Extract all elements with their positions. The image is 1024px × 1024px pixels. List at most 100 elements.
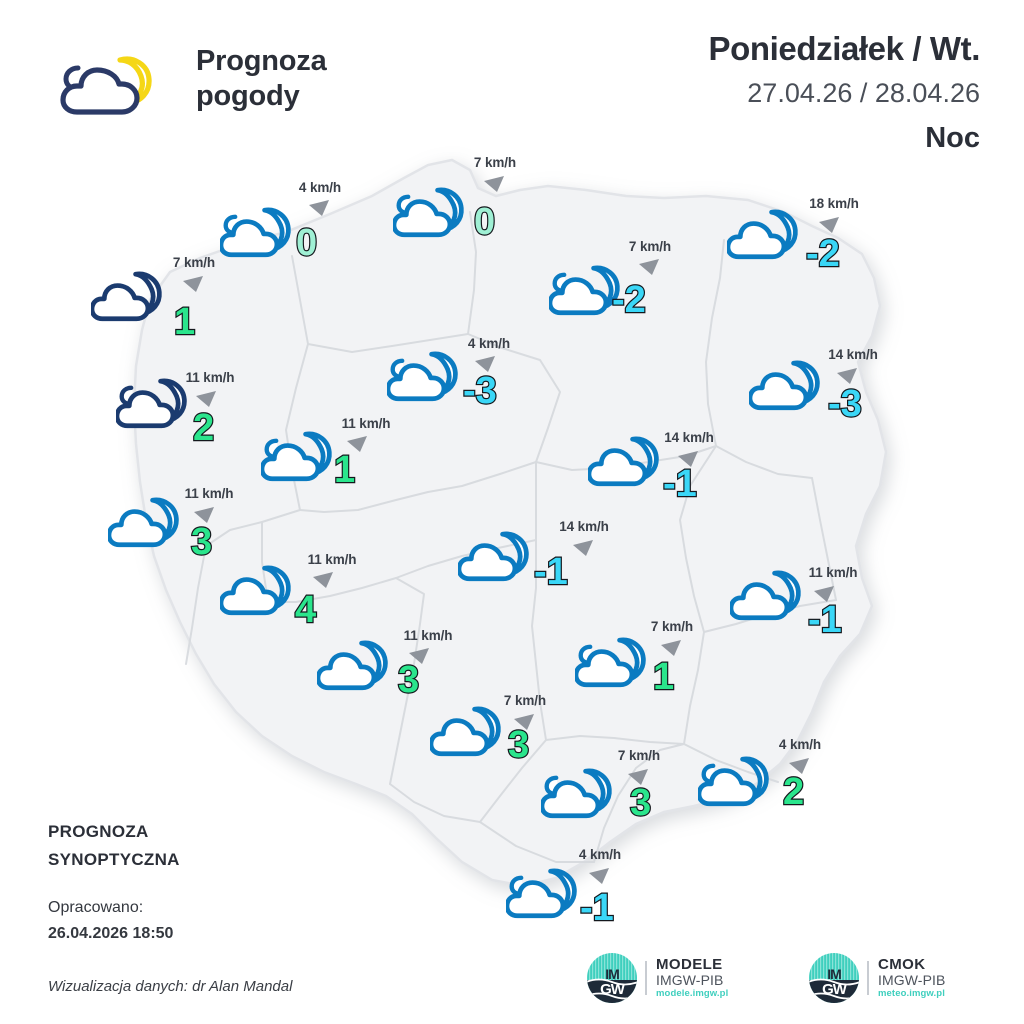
forecast-part-of-day: Noc [925,122,980,155]
svg-text:IM: IM [605,966,619,982]
logo-name: MODELE [656,955,723,973]
wind-direction-arrow-icon [789,758,809,774]
night-partly-cloudy-icon [506,868,577,919]
logo-name: CMOK [878,955,926,973]
station-wind-speed-olsztyn: 7 km/h [628,239,672,254]
wind-direction-arrow-icon [409,648,429,664]
logo-website: meteo.imgw.pl [878,988,945,1000]
logo-divider [645,961,647,995]
station-wind-speed-koszalin: 4 km/h [298,180,342,195]
imgw-emblem-icon: IM GW [808,952,860,1004]
station-wind-speed-opole: 11 km/h [403,628,453,643]
station-wind-speed-zielona-gora: 11 km/h [184,486,234,501]
station-temperature-lodz: -1 [533,551,569,593]
logo-website: modele.imgw.pl [656,988,729,1000]
wind-direction-arrow-icon [589,868,609,884]
station-temperature-zielona-gora: 3 [190,521,214,563]
logo-divider [867,961,869,995]
station-wind-speed-kielce: 7 km/h [650,619,694,634]
wind-direction-arrow-icon [628,769,648,785]
wind-direction-arrow-icon [573,540,593,556]
station-temperature-rzeszow: 2 [782,771,806,813]
night-partly-cloudy-icon [261,431,332,482]
station-wind-speed-wroclaw: 11 km/h [307,552,357,567]
logo-org: IMGW-PIB [878,971,946,988]
night-cloudy-icon [727,209,798,260]
night-cloudy-icon [749,360,820,411]
station-wind-speed-rzeszow: 4 km/h [778,737,822,752]
station-wind-speed-szczecin: 7 km/h [172,255,216,270]
station-temperature-krakow: 3 [629,782,653,824]
night-cloudy-icon [588,436,659,487]
wind-direction-arrow-icon [183,276,203,292]
page-title-line1: Prognoza [196,45,327,77]
station-wind-speed-gdansk: 7 km/h [473,155,517,170]
forecast-day: Poniedziałek / Wt. [708,30,980,67]
station-wind-speed-bialystok: 14 km/h [828,347,878,362]
station-temperature-suwalki: -2 [805,233,841,275]
imgw-emblem-icon: IM GW [586,952,638,1004]
night-partly-cloudy-icon [387,351,458,402]
station-temperature-katowice: 3 [507,724,531,766]
wind-direction-arrow-icon [194,507,214,523]
night-partly-cloudy-navy-icon [91,271,162,322]
wind-direction-arrow-icon [678,451,698,467]
prepared-label: Opracowano: [48,899,144,916]
station-wind-speed-suwalki: 18 km/h [809,196,859,211]
prepared-timestamp: 26.04.2026 18:50 [48,924,174,942]
night-cloudy-icon [108,497,179,548]
credit-line: Wizualizacja danych: dr Alan Mandal [48,978,293,995]
footer-title-line1: PROGNOZA [48,822,149,841]
station-wind-speed-lublin: 11 km/h [808,565,858,580]
wind-direction-arrow-icon [837,368,857,384]
logo-modele[interactable]: IM GW MODELE IMGW-PIB modele.imgw.pl [586,952,728,1004]
station-wind-speed-lodz: 14 km/h [559,519,609,534]
night-partly-cloudy-icon [116,378,187,429]
wind-direction-arrow-icon [819,217,839,233]
station-wind-speed-warszawa: 14 km/h [664,430,714,445]
station-wind-speed-katowice: 7 km/h [503,693,547,708]
logo-bar: IM GW MODELE IMGW-PIB modele.imgw.pl [586,952,996,1010]
wind-direction-arrow-icon [661,640,681,656]
wind-direction-arrow-icon [484,176,504,192]
station-temperature-koszalin: 0 [295,222,319,264]
station-temperature-szczecin: 1 [173,301,197,343]
footer-title: PROGNOZA SYNOPTYCZNA [48,818,378,873]
station-temperature-bydgoszcz: -3 [462,370,498,412]
station-temperature-bialystok: -3 [827,383,863,425]
station-wind-speed-gorzow: 11 km/h [185,370,235,385]
night-partly-cloudy-icon [541,768,612,819]
station-temperature-wroclaw: 4 [294,589,318,631]
svg-text:GW: GW [600,981,626,998]
station-wind-speed-poznan: 11 km/h [341,416,391,431]
page-title-line2: pogody [196,80,300,113]
logo-org: IMGW-PIB [656,971,724,988]
footer-title-line2: SYNOPTYCZNA [48,849,180,869]
station-temperature-olsztyn: -2 [611,279,647,321]
header-weather-logo-icon [60,56,152,115]
night-partly-cloudy-icon [220,207,291,258]
logo-text: CMOK IMGW-PIB meteo.imgw.pl [878,955,946,1000]
night-cloudy-icon [730,570,801,621]
svg-text:IM: IM [827,966,841,982]
wind-direction-arrow-icon [347,436,367,452]
night-cloudy-icon [430,706,501,757]
station-wind-speed-bydgoszcz: 4 km/h [467,336,511,351]
station-wind-speed-krakow: 7 km/h [617,748,661,763]
night-partly-cloudy-icon [549,265,620,316]
forecast-date-range: 27.04.26 / 28.04.26 [747,77,980,108]
svg-text:GW: GW [822,981,848,998]
station-temperature-gorzow: 2 [192,407,216,449]
station-wind-speed-zakopane: 4 km/h [578,847,622,862]
logo-cmok[interactable]: IM GW CMOK IMGW-PIB meteo.imgw.pl [808,952,945,1004]
station-temperature-kielce: 1 [652,656,676,698]
wind-direction-arrow-icon [475,356,495,372]
station-temperature-warszawa: -1 [662,463,698,505]
wind-direction-arrow-icon [196,391,216,407]
station-temperature-zakopane: -1 [579,887,615,929]
header-date-block: Poniedziałek / Wt. 27.04.26 / 28.04.26 N… [460,30,980,156]
station-temperature-opole: 3 [397,659,421,701]
station-temperature-lublin: -1 [807,599,843,641]
wind-direction-arrow-icon [309,200,329,216]
